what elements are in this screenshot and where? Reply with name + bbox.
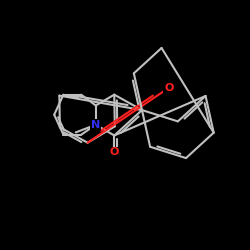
Text: N: N [91, 120, 101, 130]
Text: O: O [164, 83, 173, 93]
Text: O: O [110, 148, 119, 158]
